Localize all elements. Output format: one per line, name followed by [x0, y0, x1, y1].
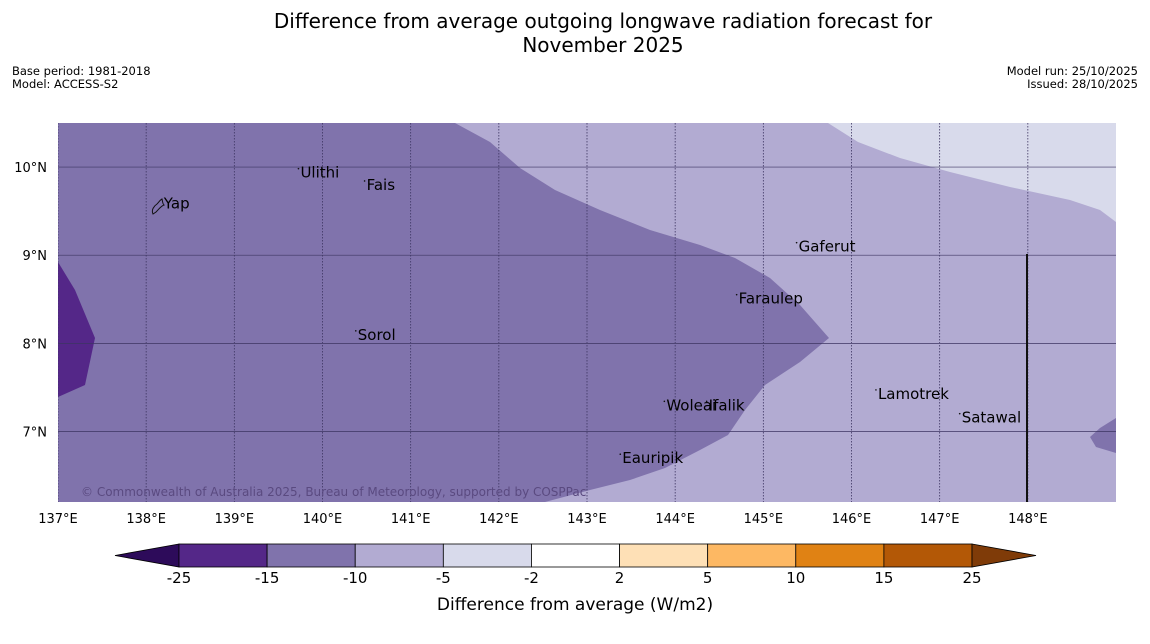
- place-label-ifalik: Ifalik: [709, 396, 745, 414]
- colorbar-cell: [795, 543, 885, 568]
- model-run-text: Model run: 25/10/2025: [1006, 64, 1138, 78]
- place-marker-ifalik: [705, 400, 708, 403]
- map-title: Difference from average outgoing longwav…: [0, 9, 1150, 57]
- colorbar-cell: [707, 543, 797, 568]
- colorbar: -25 -15 -10 -5 -2 2 5 10 15 25 Difference from av…: [114, 543, 1037, 615]
- place-label-lamotrek: Lamotrek: [878, 385, 949, 403]
- lon-tick-label: 137°E: [38, 512, 78, 527]
- place-label-faraulep: Faraulep: [739, 290, 803, 308]
- place-marker-satawal: [958, 412, 961, 415]
- place-marker-gaferut: [795, 241, 798, 244]
- colorbar-cells: [114, 543, 1037, 568]
- lon-tick-label: 147°E: [920, 512, 960, 527]
- place-label-yap: Yap: [163, 194, 190, 212]
- place-marker-lamotrek: [875, 389, 877, 391]
- colorbar-label: Difference from average (W/m2): [437, 595, 713, 615]
- colorbar-cell: [619, 543, 709, 568]
- contour-fill-minus-10-to-minus-15: [58, 123, 829, 502]
- model-text: Model: ACCESS-S2: [12, 77, 119, 91]
- colorbar-extend-low: [114, 543, 180, 568]
- lon-tick-label: 140°E: [303, 512, 343, 527]
- colorbar-cell: [883, 543, 973, 568]
- lon-tick-label: 143°E: [567, 512, 607, 527]
- lon-tick-label: 145°E: [744, 512, 784, 527]
- map-title-line-2: November 2025: [522, 33, 684, 57]
- lon-tick-label: 148°E: [1008, 512, 1048, 527]
- base-info: Base period: 1981-2018 Model: ACCESS-S2: [12, 65, 151, 91]
- colorbar-tick-label: -2: [524, 569, 539, 587]
- colorbar-tick-label: -5: [436, 569, 451, 587]
- lat-tick-label: 9°N: [23, 249, 48, 264]
- lat-tick-label: 7°N: [23, 425, 48, 440]
- place-marker-ulithi: [297, 167, 300, 170]
- place-label-sorol: Sorol: [358, 326, 396, 344]
- place-labels: Yap Ulithi Fais Gaferut Faraulep Sorol Lamotre…: [161, 164, 1021, 467]
- place-marker-sorol: [354, 330, 357, 332]
- place-marker-fais: [363, 180, 366, 182]
- place-label-gaferut: Gaferut: [799, 238, 856, 256]
- place-label-ulithi: Ulithi: [300, 164, 339, 182]
- place-label-eauripik: Eauripik: [622, 449, 683, 467]
- place-marker-yap: [161, 198, 163, 201]
- issued-text: Issued: 28/10/2025: [1027, 77, 1138, 91]
- colorbar-cell: [442, 543, 532, 568]
- contour-fill-minus-2-to-minus-5: [828, 123, 1116, 222]
- map-copyright: © Commonwealth of Australia 2025, Bureau…: [81, 485, 586, 499]
- contour-fill-minus-15-to-minus-25: [58, 262, 95, 397]
- colorbar-tick-label: 5: [703, 569, 713, 587]
- colorbar-tick-label: -25: [167, 569, 192, 587]
- colorbar-cell: [266, 543, 356, 568]
- map-title-line-1: Difference from average outgoing longwav…: [273, 9, 933, 33]
- colorbar-tick-label: 15: [874, 569, 893, 587]
- lon-tick-label: 139°E: [215, 512, 255, 527]
- colorbar-tick-labels: -25 -15 -10 -5 -2 2 5 10 15 25: [167, 569, 982, 587]
- colorbar-cell: [354, 543, 444, 568]
- lon-tick-label: 141°E: [391, 512, 431, 527]
- lat-tick-label: 8°N: [23, 337, 48, 352]
- lat-tick-label: 10°N: [14, 161, 47, 176]
- place-label-fais: Fais: [367, 176, 396, 194]
- colorbar-extend-high: [971, 543, 1037, 568]
- lon-tick-label: 142°E: [479, 512, 519, 527]
- place-marker-eauripik: [619, 453, 622, 456]
- base-period-text: Base period: 1981-2018: [12, 64, 151, 78]
- colorbar-tick-label: 25: [962, 569, 981, 587]
- place-label-satawal: Satawal: [962, 409, 1021, 427]
- lon-tick-label: 138°E: [126, 512, 166, 527]
- colorbar-tick-label: -10: [343, 569, 368, 587]
- map-gridlines: [58, 123, 1116, 502]
- lon-tick-label: 146°E: [832, 512, 872, 527]
- lon-tick-label: 144°E: [655, 512, 695, 527]
- colorbar-tick-label: -15: [255, 569, 280, 587]
- place-marker-woleai: [663, 400, 666, 403]
- place-label-woleai: Woleai: [666, 396, 716, 414]
- contour-fill-minus-10-east-edge: [1090, 418, 1116, 453]
- colorbar-cell: [178, 543, 268, 568]
- colorbar-tick-label: 2: [615, 569, 625, 587]
- run-info: Model run: 25/10/2025 Issued: 28/10/2025: [1007, 65, 1138, 91]
- colorbar-tick-label: 10: [786, 569, 805, 587]
- colorbar-cell: [531, 543, 620, 568]
- axis-tick-labels: 137°E 138°E 139°E 140°E 141°E 142°E 143°E 144°E…: [14, 161, 1047, 527]
- place-marker-faraulep: [735, 293, 738, 296]
